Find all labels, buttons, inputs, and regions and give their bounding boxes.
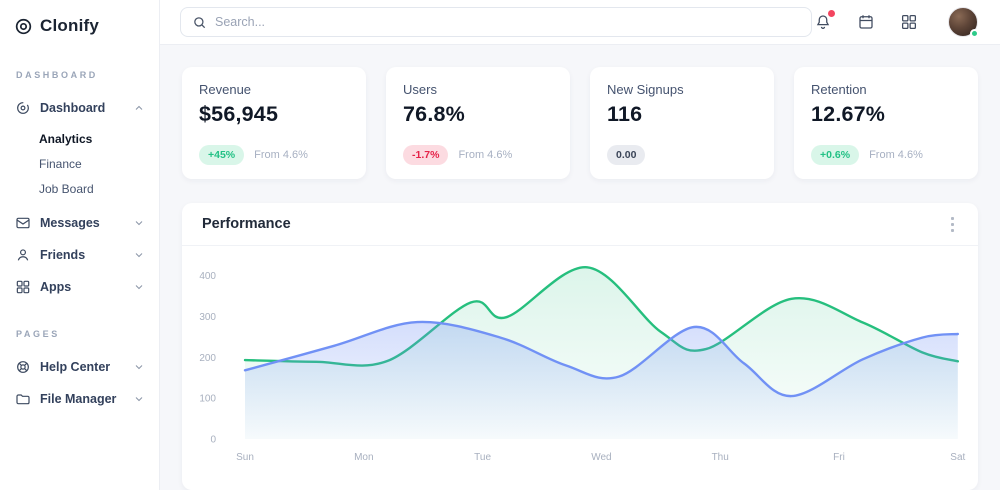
logo-text: Clonify: [40, 16, 100, 35]
sidebar-item-messages[interactable]: Messages: [0, 207, 159, 239]
chevron-down-icon: [133, 361, 145, 373]
sidebar-item-label: Dashboard: [40, 101, 106, 115]
card-value: 12.67%: [811, 102, 886, 126]
svg-text:100: 100: [199, 394, 216, 405]
chevron-down-icon: [133, 393, 145, 405]
sidebar: Clonify DASHBOARD Dashboard Analytics Fi…: [0, 0, 160, 490]
sidebar-item-finance[interactable]: Finance: [39, 156, 82, 171]
stat-card-new-signups: New Signups 116 0.00: [590, 67, 774, 179]
panel-title: Performance: [202, 216, 291, 232]
folder-icon: [15, 391, 31, 407]
stat-cards: Revenue $56,945 +45% From 4.6% Users 76.…: [182, 67, 978, 179]
svg-text:400: 400: [199, 271, 216, 282]
avatar: [948, 7, 978, 37]
trend-badge: +45%: [199, 145, 245, 165]
card-note: From 4.6%: [254, 149, 308, 161]
chart-area: 0 100 200 300 400 Sun Mon Tue Wed Thu Fri Sat: [182, 246, 978, 489]
kebab-menu-icon[interactable]: [947, 213, 958, 236]
sidebar-item-dashboard[interactable]: Dashboard: [0, 92, 159, 124]
svg-text:Tue: Tue: [474, 452, 491, 463]
performance-panel: Performance 0 100 200 300 400 Sun Mon Tue Wed Thu…: [182, 203, 978, 490]
search-input[interactable]: [215, 15, 800, 29]
clonify-logo-icon: [14, 17, 33, 36]
online-status-dot: [970, 29, 979, 38]
svg-text:Wed: Wed: [591, 452, 611, 463]
chevron-down-icon: [133, 281, 145, 293]
svg-text:Fri: Fri: [833, 452, 845, 463]
card-note: From 4.6%: [869, 149, 923, 161]
svg-text:Sun: Sun: [236, 452, 254, 463]
card-title: Revenue: [199, 82, 252, 97]
svg-text:0: 0: [210, 435, 216, 446]
notification-dot: [828, 10, 835, 17]
section-label-dashboard: DASHBOARD: [16, 70, 98, 80]
user-icon: [15, 247, 31, 263]
topbar-icons: [814, 7, 979, 38]
sidebar-item-analytics[interactable]: Analytics: [39, 131, 93, 146]
chevron-down-icon: [133, 217, 145, 229]
stat-card-users: Users 76.8% -1.7% From 4.6%: [386, 67, 570, 179]
card-note: From 4.6%: [458, 149, 513, 161]
panel-header: Performance: [182, 203, 978, 246]
calendar-button[interactable]: [857, 13, 875, 31]
chevron-up-icon: [133, 102, 145, 114]
content: Revenue $56,945 +45% From 4.6% Users 76.…: [160, 45, 1000, 490]
card-value: 116: [607, 102, 643, 126]
chevron-down-icon: [133, 249, 145, 261]
card-value: $56,945: [199, 102, 279, 126]
card-title: Retention: [811, 82, 867, 97]
trend-badge: -1.7%: [403, 145, 449, 165]
sidebar-item-label: Apps: [40, 280, 72, 294]
sidebar-item-job-board[interactable]: Job Board: [39, 181, 94, 196]
sidebar-item-file-manager[interactable]: File Manager: [0, 383, 159, 415]
logo[interactable]: Clonify: [0, 10, 159, 44]
svg-text:Sat: Sat: [950, 452, 965, 463]
card-title: Users: [403, 82, 437, 97]
performance-chart: 0 100 200 300 400 Sun Mon Tue Wed Thu Fri Sat: [199, 266, 966, 463]
sidebar-item-label: File Manager: [40, 392, 117, 406]
stat-card-retention: Retention 12.67% +0.6% From 4.6%: [794, 67, 978, 179]
main-area: Revenue $56,945 +45% From 4.6% Users 76.…: [160, 0, 1000, 490]
sidebar-item-friends[interactable]: Friends: [0, 239, 159, 271]
topbar: [160, 0, 1000, 45]
card-value: 76.8%: [403, 102, 465, 126]
apps-grid-button[interactable]: [900, 13, 918, 31]
sidebar-item-label: Friends: [40, 248, 86, 262]
user-menu[interactable]: [948, 7, 979, 38]
dashboard-subnav: Analytics Finance Job Board: [0, 124, 159, 207]
svg-text:300: 300: [199, 312, 216, 323]
sidebar-item-label: Messages: [40, 216, 100, 230]
svg-text:Thu: Thu: [712, 452, 729, 463]
grid-icon: [15, 279, 31, 295]
disc-icon: [15, 100, 31, 116]
lifebuoy-icon: [15, 359, 31, 375]
notifications-button[interactable]: [814, 10, 835, 31]
stat-card-revenue: Revenue $56,945 +45% From 4.6%: [182, 67, 366, 179]
sidebar-item-label: Help Center: [40, 360, 111, 374]
trend-badge: +0.6%: [811, 145, 860, 165]
svg-text:Mon: Mon: [354, 452, 373, 463]
svg-text:200: 200: [199, 353, 216, 364]
section-label-pages: PAGES: [16, 329, 60, 339]
sidebar-item-help-center[interactable]: Help Center: [0, 351, 159, 383]
sidebar-item-apps[interactable]: Apps: [0, 271, 159, 303]
mail-icon: [15, 215, 31, 231]
search-icon: [192, 15, 207, 30]
search-box: [180, 7, 812, 37]
trend-badge: 0.00: [607, 145, 646, 165]
card-title: New Signups: [607, 82, 684, 97]
